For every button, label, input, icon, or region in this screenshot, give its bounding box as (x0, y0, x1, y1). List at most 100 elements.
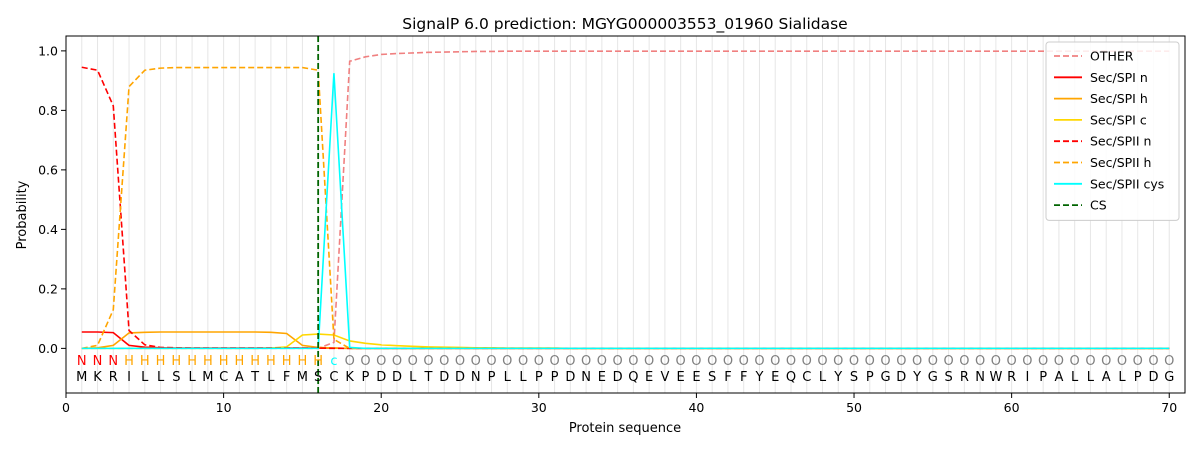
x-tick-label: 30 (531, 400, 547, 415)
residue-letter: D (376, 370, 386, 385)
region-label: O (865, 354, 875, 369)
region-label: N (108, 354, 118, 369)
residue-letter: L (141, 370, 149, 385)
region-label: O (1133, 354, 1143, 369)
region-label: O (707, 354, 717, 369)
region-label: H (266, 354, 276, 369)
series-line-sec-spii-n (81, 66, 1170, 350)
legend-entry: Sec/SPII cys (1090, 176, 1164, 191)
plot-frame (65, 35, 1186, 394)
residue-letter: W (989, 370, 1002, 385)
residue-letter: P (1039, 370, 1047, 385)
sequence-letters: NMNKNRHIHLHLHSHLHMHCHAHTHLHFHMHScCOKOPOD… (76, 354, 1174, 385)
series-line-sec-spi-n (81, 331, 1170, 350)
y-axis-label: Probability (15, 180, 30, 249)
x-tick-label: 70 (1161, 400, 1177, 415)
region-label: N (93, 354, 103, 369)
region-label: O (880, 354, 890, 369)
legend-entry: Sec/SPI n (1090, 70, 1148, 85)
residue-letter: Y (833, 370, 842, 385)
residue-letter: S (944, 370, 952, 385)
region-label: O (360, 354, 370, 369)
region-label: O (660, 354, 670, 369)
region-label: H (124, 354, 134, 369)
residue-letter: D (565, 370, 575, 385)
region-label: O (975, 354, 985, 369)
residue-letter: P (866, 370, 874, 385)
residue-letter: L (188, 370, 196, 385)
series-line-sec-spii-cys (81, 73, 1170, 350)
region-label: O (991, 354, 1001, 369)
region-label: O (896, 354, 906, 369)
region-label: O (423, 354, 433, 369)
y-tick-label: 0.0 (38, 341, 58, 356)
residue-letter: N (975, 370, 985, 385)
region-label: O (739, 354, 749, 369)
residue-letter: N (581, 370, 591, 385)
residue-letter: A (1054, 370, 1063, 385)
region-label: O (1101, 354, 1111, 369)
region-label: O (565, 354, 575, 369)
y-tick-label: 0.6 (38, 162, 58, 177)
residue-letter: L (267, 370, 275, 385)
residue-letter: D (392, 370, 402, 385)
residue-letter: T (250, 370, 259, 385)
series-line-other (81, 50, 1170, 350)
region-label: H (156, 354, 166, 369)
residue-letter: D (1148, 370, 1158, 385)
region-label: O (802, 354, 812, 369)
x-tick-label: 50 (846, 400, 862, 415)
x-tick-label: 0 (62, 400, 70, 415)
chart-title: SignalP 6.0 prediction: MGYG000003553_01… (402, 15, 847, 34)
region-label: O (1007, 354, 1017, 369)
region-label: O (1054, 354, 1064, 369)
region-label: O (833, 354, 843, 369)
residue-letter: L (519, 370, 527, 385)
region-label: O (597, 354, 607, 369)
series-lines (81, 50, 1170, 350)
residue-letter: R (960, 370, 969, 385)
y-tick-label: 0.2 (38, 281, 58, 296)
residue-letter: M (202, 370, 213, 385)
x-tick-label: 10 (216, 400, 232, 415)
legend: OTHER Sec/SPI n Sec/SPI h Sec/SPI c Sec/SPII… (1045, 41, 1180, 221)
residue-letter: C (329, 370, 338, 385)
residue-letter: F (740, 370, 747, 385)
residue-letter: S (172, 370, 180, 385)
y-axis-ticks: 0.0 0.2 0.4 0.6 0.8 1.0 (38, 43, 66, 356)
region-label: H (298, 354, 308, 369)
residue-letter: F (724, 370, 731, 385)
residue-letter: G (881, 370, 891, 385)
residue-letter: E (692, 370, 700, 385)
residue-letter: F (283, 370, 290, 385)
region-label: O (754, 354, 764, 369)
region-label: O (1085, 354, 1095, 369)
y-tick-label: 1.0 (38, 43, 58, 58)
region-label: O (912, 354, 922, 369)
region-label: O (392, 354, 402, 369)
region-label: O (549, 354, 559, 369)
legend-entry: Sec/SPII h (1090, 155, 1151, 170)
residue-letter: A (235, 370, 244, 385)
region-label: H (313, 354, 323, 369)
grid-lines (81, 36, 1170, 393)
residue-letter: M (76, 370, 87, 385)
region-label: O (471, 354, 481, 369)
residue-letter: P (488, 370, 496, 385)
region-label: O (1117, 354, 1127, 369)
region-label: N (77, 354, 87, 369)
region-label: O (676, 354, 686, 369)
residue-letter: L (1071, 370, 1079, 385)
legend-entry: CS (1090, 198, 1107, 213)
region-label: H (282, 354, 292, 369)
residue-letter: R (1007, 370, 1016, 385)
x-axis-label: Protein sequence (569, 421, 681, 436)
residue-letter: S (850, 370, 858, 385)
residue-letter: P (362, 370, 370, 385)
region-label: O (928, 354, 938, 369)
region-label: O (786, 354, 796, 369)
region-label: O (376, 354, 386, 369)
residue-letter: R (109, 370, 118, 385)
region-label: O (345, 354, 355, 369)
